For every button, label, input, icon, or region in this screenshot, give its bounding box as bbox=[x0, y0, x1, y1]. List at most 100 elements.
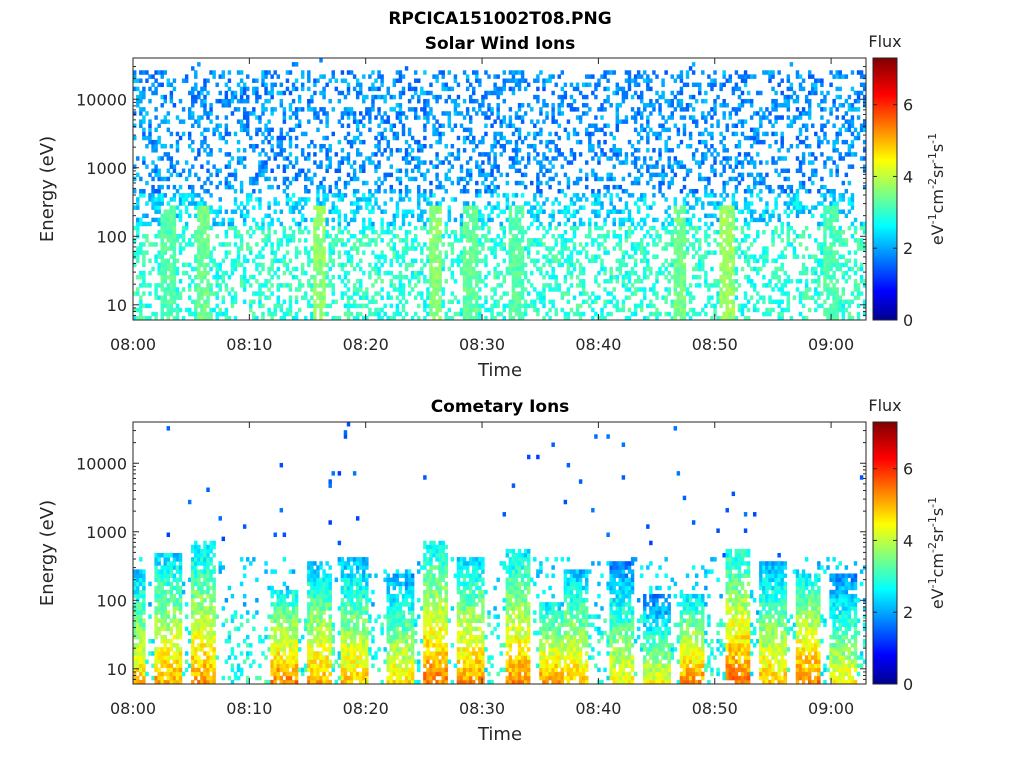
flux-cell bbox=[432, 254, 436, 259]
flux-cell bbox=[142, 274, 146, 280]
flux-cell bbox=[725, 217, 729, 223]
flux-cell bbox=[246, 193, 250, 198]
flux-cell bbox=[490, 238, 494, 243]
flux-cell bbox=[346, 107, 351, 112]
flux-cell bbox=[191, 201, 195, 206]
flux-cell bbox=[209, 225, 213, 231]
flux-cell bbox=[206, 213, 210, 219]
flux-cell bbox=[719, 225, 723, 231]
flux-cell bbox=[282, 315, 287, 321]
flux-cell bbox=[520, 246, 525, 251]
flux-cell bbox=[481, 98, 485, 104]
flux-cell bbox=[496, 74, 500, 79]
flux-cell bbox=[704, 90, 708, 96]
flux-cell bbox=[276, 274, 280, 280]
flux-cell bbox=[142, 242, 146, 247]
flux-cell bbox=[136, 156, 140, 161]
flux-cell bbox=[499, 86, 503, 92]
flux-cell bbox=[191, 234, 195, 239]
flux-cell bbox=[343, 283, 348, 288]
flux-cell bbox=[600, 127, 604, 133]
flux-cell bbox=[288, 225, 293, 231]
flux-cell bbox=[557, 221, 561, 227]
flux-cell bbox=[624, 90, 629, 96]
flux-cell bbox=[585, 172, 589, 178]
flux-cell bbox=[169, 238, 174, 243]
flux-cell bbox=[242, 279, 247, 284]
flux-cell bbox=[273, 82, 277, 88]
flux-cell bbox=[508, 258, 513, 264]
flux-cell bbox=[160, 254, 164, 259]
flux-cell bbox=[459, 164, 464, 169]
flux-cell bbox=[337, 274, 342, 280]
flux-cell bbox=[340, 262, 345, 268]
flux-cell bbox=[438, 234, 442, 239]
flux-cell bbox=[410, 86, 415, 92]
flux-cell bbox=[200, 131, 204, 137]
flux-cell bbox=[551, 213, 555, 219]
flux-cell bbox=[319, 279, 323, 284]
flux-cell bbox=[746, 172, 751, 178]
flux-cell bbox=[417, 242, 421, 247]
flux-cell bbox=[569, 107, 574, 112]
flux-cell bbox=[646, 315, 650, 321]
flux-cell bbox=[655, 242, 659, 247]
flux-cell bbox=[698, 311, 702, 317]
flux-cell bbox=[557, 258, 561, 264]
flux-cell bbox=[181, 78, 186, 83]
flux-cell bbox=[417, 156, 421, 161]
flux-cell bbox=[203, 254, 207, 259]
flux-cell bbox=[456, 152, 461, 157]
flux-cell bbox=[352, 217, 357, 223]
flux-cell bbox=[227, 242, 232, 247]
flux-cell bbox=[325, 148, 329, 153]
flux-cell bbox=[456, 299, 461, 305]
flux-cell bbox=[508, 225, 513, 231]
flux-cell bbox=[502, 70, 506, 75]
flux-cell bbox=[328, 160, 332, 165]
flux-cell bbox=[707, 242, 711, 247]
flux-cell bbox=[355, 209, 360, 214]
flux-cell bbox=[478, 103, 482, 108]
flux-cell bbox=[520, 311, 525, 317]
flux-cell bbox=[618, 246, 623, 251]
flux-cell bbox=[566, 262, 571, 268]
flux-cell bbox=[667, 242, 671, 247]
flux-cell bbox=[175, 148, 180, 153]
flux-cell bbox=[490, 250, 494, 255]
flux-cell bbox=[597, 270, 601, 276]
flux-cell bbox=[377, 143, 381, 149]
flux-cell bbox=[371, 98, 375, 104]
flux-cell bbox=[725, 303, 729, 309]
flux-cell bbox=[603, 184, 607, 190]
flux-cell bbox=[600, 311, 604, 317]
flux-cell bbox=[249, 246, 253, 251]
flux-cell bbox=[704, 213, 708, 219]
flux-cell bbox=[621, 160, 626, 165]
flux-cell bbox=[142, 315, 146, 321]
flux-cell bbox=[484, 90, 488, 96]
flux-cell bbox=[447, 160, 452, 165]
flux-cell bbox=[679, 283, 684, 288]
flux-cell bbox=[447, 115, 452, 120]
flux-cell bbox=[523, 86, 528, 92]
flux-cell bbox=[725, 193, 729, 198]
flux-cell bbox=[465, 221, 470, 227]
flux-cell bbox=[435, 238, 439, 243]
flux-cell bbox=[591, 315, 595, 321]
flux-cell bbox=[548, 315, 552, 321]
flux-cell bbox=[386, 119, 390, 124]
flux-cell bbox=[328, 234, 332, 239]
flux-cell bbox=[282, 311, 287, 317]
flux-cell bbox=[160, 225, 164, 231]
flux-cell bbox=[349, 217, 354, 223]
flux-cell bbox=[505, 303, 510, 309]
flux-cell bbox=[514, 209, 519, 214]
flux-cell bbox=[630, 254, 635, 259]
flux-cell bbox=[719, 172, 723, 178]
flux-cell bbox=[685, 311, 690, 317]
flux-cell bbox=[759, 172, 763, 178]
flux-cell bbox=[548, 283, 552, 288]
flux-cell bbox=[444, 311, 448, 317]
flux-cell bbox=[175, 205, 180, 210]
